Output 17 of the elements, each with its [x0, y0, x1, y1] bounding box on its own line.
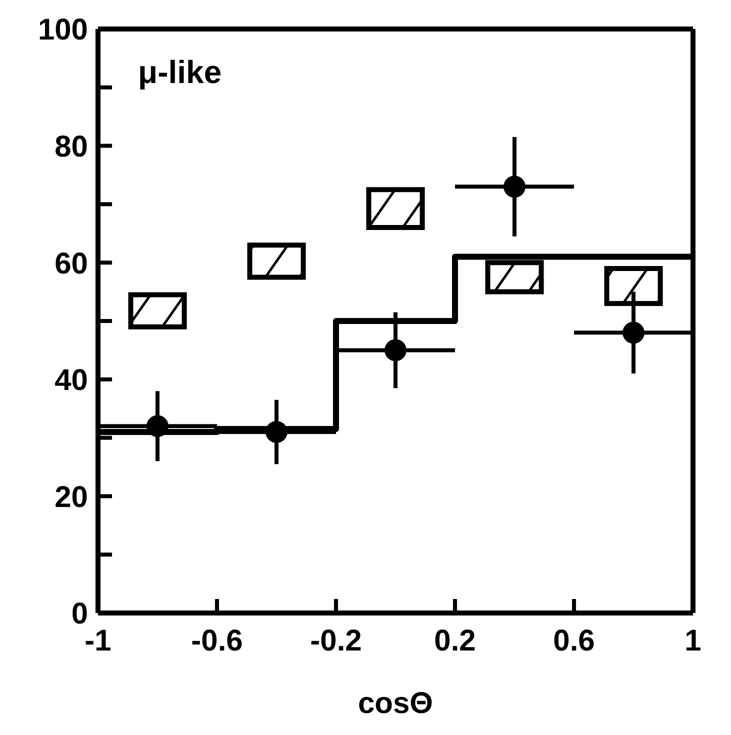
y-tick-label: 20 [54, 480, 88, 514]
x-tick-label: -0.6 [191, 624, 243, 658]
y-tick-label: 100 [38, 14, 88, 47]
annotation: μ-like [138, 54, 222, 91]
x-tick-label: 0.6 [553, 624, 595, 658]
x-tick-label: 0.2 [434, 624, 476, 658]
point [622, 322, 644, 344]
point [384, 339, 406, 362]
x-tick-label: -0.2 [310, 624, 362, 658]
x-tick-label: 1 [684, 624, 702, 658]
y-tick-label: 80 [54, 130, 88, 164]
point [504, 176, 526, 198]
y-tick-label: 60 [54, 247, 88, 280]
point [146, 415, 168, 438]
x-axis-title: cosΘ [358, 687, 434, 720]
point [266, 420, 288, 443]
y-tick-label: 40 [54, 364, 88, 398]
